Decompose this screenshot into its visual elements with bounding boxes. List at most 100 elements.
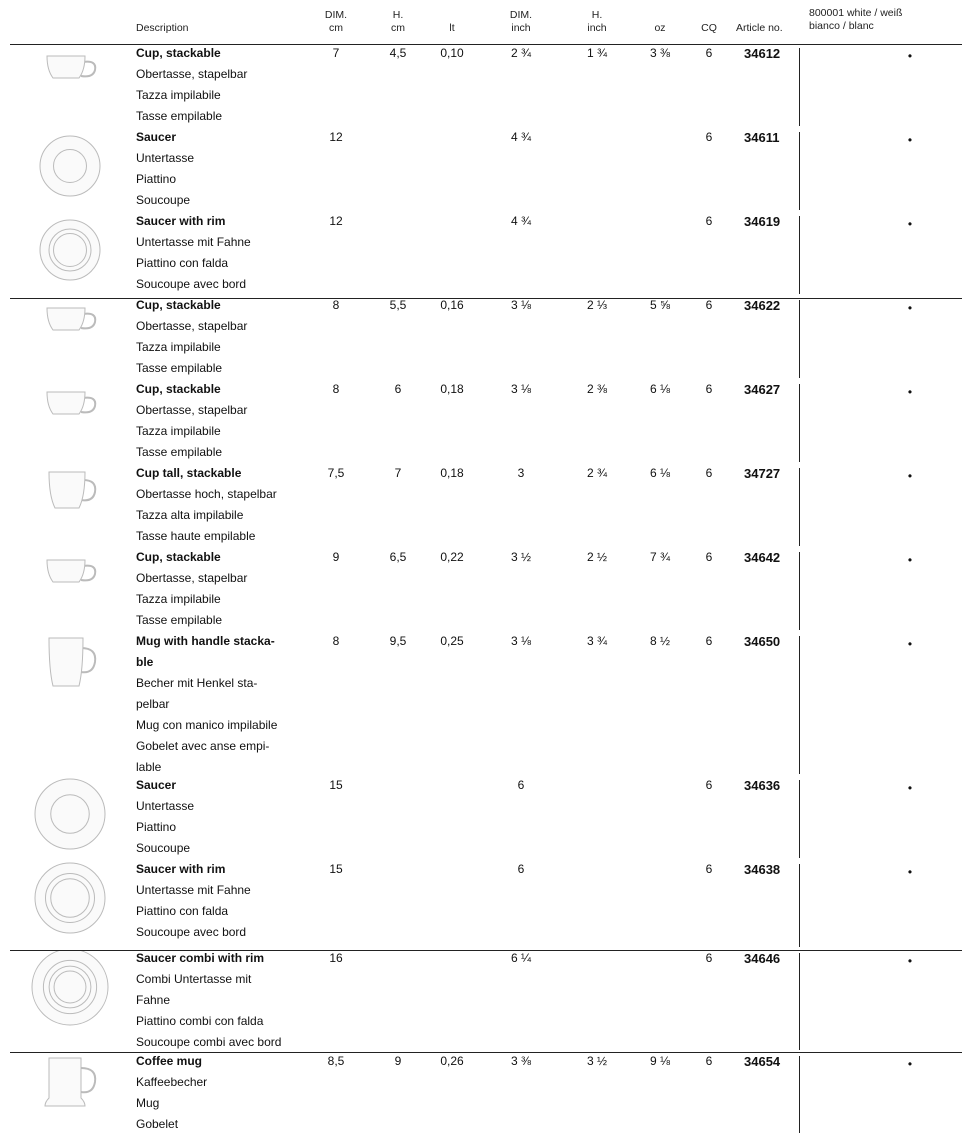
column-divider bbox=[799, 864, 800, 947]
availability-dot: • bbox=[907, 49, 913, 63]
column-divider bbox=[799, 48, 800, 126]
column-divider bbox=[799, 468, 800, 546]
separator bbox=[10, 950, 962, 951]
column-divider bbox=[799, 300, 800, 378]
article-no: 34612 bbox=[744, 46, 781, 61]
product-description: Soucoupe avec bord bbox=[136, 925, 247, 939]
product-description: Tasse empilable bbox=[136, 613, 223, 627]
header-cell: cm bbox=[391, 22, 405, 34]
availability-dot: • bbox=[907, 385, 913, 399]
product-description: pelbar bbox=[136, 697, 170, 711]
cell-dim-cm: 16 bbox=[329, 951, 343, 965]
header-cell: oz bbox=[654, 22, 666, 34]
header-cell: cm bbox=[329, 22, 343, 34]
cell-lt: 0,26 bbox=[440, 1054, 464, 1068]
product-description: Combi Untertasse mit bbox=[136, 972, 252, 986]
cell-oz: 9 ⅛ bbox=[649, 1054, 670, 1068]
cell-dim-cm: 7,5 bbox=[327, 466, 345, 480]
product-name: Saucer with rim bbox=[136, 214, 226, 228]
product-image bbox=[31, 951, 109, 1026]
cell-oz: 5 ⅝ bbox=[649, 298, 670, 312]
cell-dim-inch: 3 bbox=[517, 466, 525, 480]
cell-dim-inch: 3 ⅛ bbox=[510, 298, 531, 312]
product-name: Saucer bbox=[136, 130, 177, 144]
article-no: 34611 bbox=[744, 130, 780, 145]
cell-dim-cm: 8 bbox=[332, 634, 340, 648]
product-description: Tasse haute empilable bbox=[136, 529, 256, 543]
header-cell: DIM. bbox=[509, 9, 533, 21]
product-image bbox=[48, 637, 97, 687]
product-name: Saucer bbox=[136, 778, 177, 792]
cell-cq: 6 bbox=[705, 1054, 713, 1068]
product-description: Soucoupe avec bord bbox=[136, 277, 247, 291]
product-description: Piattino con falda bbox=[136, 256, 229, 270]
cell-dim-cm: 12 bbox=[329, 214, 343, 228]
cell-dim-inch: 2 ¾ bbox=[510, 46, 531, 60]
header-cell: Description bbox=[136, 22, 189, 34]
cell-h-inch: 2 ½ bbox=[586, 550, 607, 564]
availability-dot: • bbox=[907, 865, 913, 879]
cell-oz: 3 ⅜ bbox=[649, 46, 670, 60]
cell-h-cm: 4,5 bbox=[389, 46, 407, 60]
product-description: Tasse empilable bbox=[136, 361, 223, 375]
product-image bbox=[34, 862, 106, 934]
cell-dim-inch: 3 ⅛ bbox=[510, 382, 531, 396]
header-cell: DIM. bbox=[324, 9, 348, 21]
cell-lt: 0,10 bbox=[440, 46, 464, 60]
article-no: 34627 bbox=[744, 382, 781, 397]
article-no: 34727 bbox=[744, 466, 781, 481]
cell-h-cm: 6 bbox=[394, 382, 402, 396]
product-description: Untertasse mit Fahne bbox=[136, 883, 251, 897]
article-no: 34622 bbox=[744, 298, 781, 313]
cell-dim-cm: 12 bbox=[329, 130, 343, 144]
product-name: Cup, stackable bbox=[136, 550, 221, 564]
product-image bbox=[46, 307, 97, 331]
cell-oz: 7 ¾ bbox=[649, 550, 670, 564]
product-name: Cup tall, stackable bbox=[136, 466, 242, 480]
header-cell: H. bbox=[591, 9, 603, 21]
product-image bbox=[34, 778, 106, 850]
header-cell: 800001 white / weiß bbox=[809, 7, 903, 19]
product-image bbox=[44, 1057, 97, 1107]
product-description: Tasse empilable bbox=[136, 445, 223, 459]
cell-h-cm: 5,5 bbox=[389, 298, 407, 312]
column-divider bbox=[799, 132, 800, 210]
article-no: 34619 bbox=[744, 214, 781, 229]
cell-dim-cm: 8 bbox=[332, 298, 340, 312]
cell-dim-inch: 4 ¾ bbox=[510, 130, 531, 144]
cell-h-cm: 9,5 bbox=[389, 634, 407, 648]
column-divider bbox=[799, 216, 800, 294]
cell-h-cm: 6,5 bbox=[389, 550, 407, 564]
cell-dim-inch: 3 ⅛ bbox=[510, 634, 531, 648]
column-divider bbox=[799, 780, 800, 858]
column-divider bbox=[799, 1056, 800, 1133]
cell-cq: 6 bbox=[705, 130, 713, 144]
article-no: 34650 bbox=[744, 634, 781, 649]
availability-dot: • bbox=[907, 553, 913, 567]
article-no: 34646 bbox=[744, 951, 781, 966]
cell-dim-inch: 6 bbox=[517, 778, 525, 792]
cell-h-inch: 1 ¾ bbox=[586, 46, 607, 60]
cell-dim-inch: 6 ¼ bbox=[510, 951, 531, 965]
cell-h-cm: 7 bbox=[394, 466, 402, 480]
availability-dot: • bbox=[907, 217, 913, 231]
cell-dim-cm: 15 bbox=[329, 862, 343, 876]
product-description: Tazza impilabile bbox=[136, 424, 221, 438]
cell-cq: 6 bbox=[705, 550, 713, 564]
cell-dim-inch: 3 ½ bbox=[510, 550, 531, 564]
product-description: Obertasse, stapelbar bbox=[136, 403, 248, 417]
cell-oz: 6 ⅛ bbox=[649, 382, 670, 396]
product-name: ble bbox=[136, 655, 154, 669]
separator bbox=[10, 1052, 962, 1053]
column-divider bbox=[799, 636, 800, 774]
cell-dim-cm: 9 bbox=[332, 550, 340, 564]
article-no: 34636 bbox=[744, 778, 781, 793]
product-description: Tazza impilabile bbox=[136, 340, 221, 354]
product-image bbox=[39, 135, 101, 197]
header-cell: inch bbox=[587, 22, 607, 34]
cell-cq: 6 bbox=[705, 778, 713, 792]
cell-lt: 0,25 bbox=[440, 634, 464, 648]
product-description: Untertasse mit Fahne bbox=[136, 235, 251, 249]
availability-dot: • bbox=[907, 1057, 913, 1071]
column-divider bbox=[799, 552, 800, 630]
